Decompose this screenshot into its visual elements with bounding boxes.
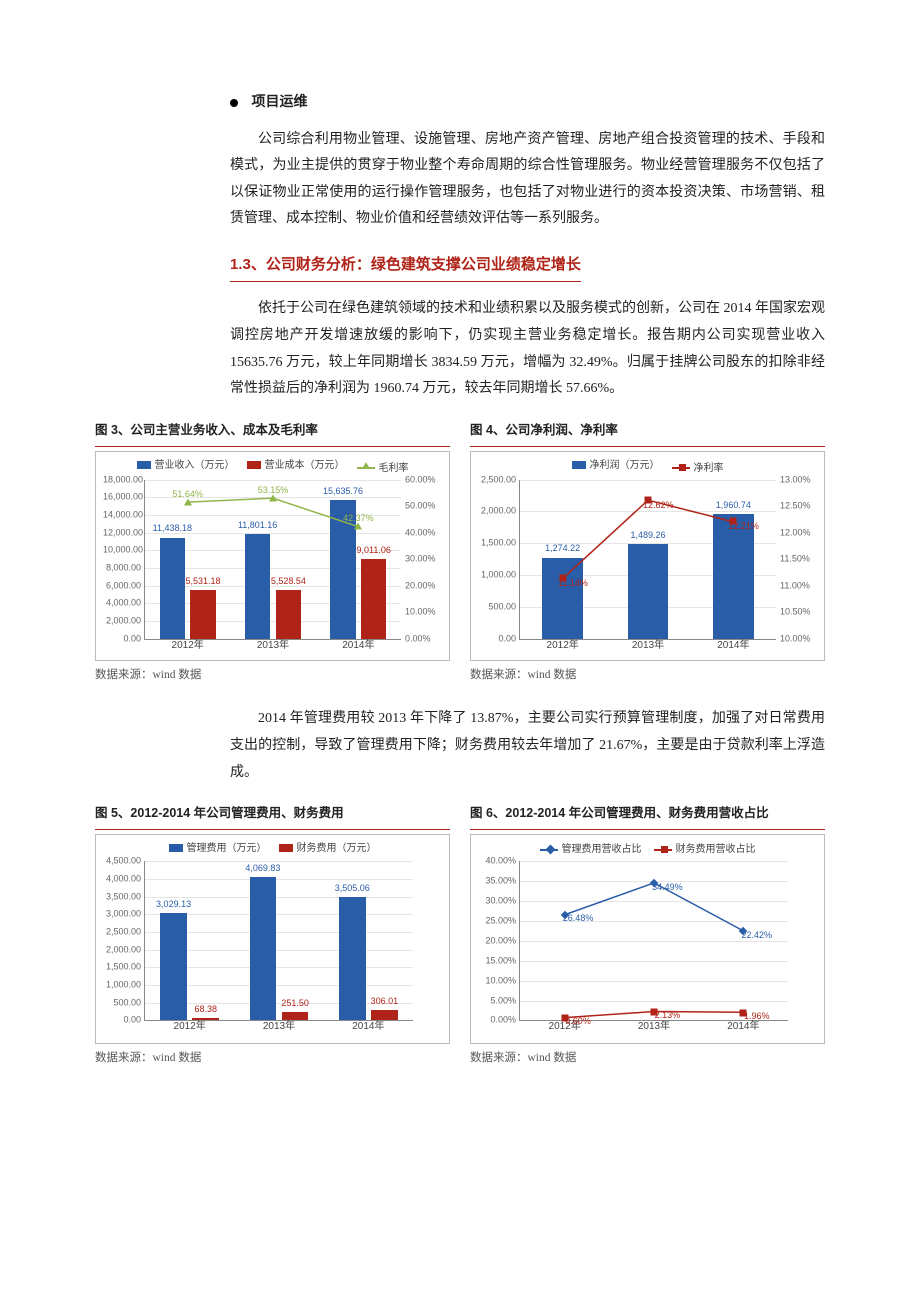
chart-4-title: 图 4、公司净利润、净利率 xyxy=(470,419,825,447)
charts-row-2: 图 5、2012-2014 年公司管理费用、财务费用 管理费用（万元）财务费用（… xyxy=(95,802,825,1070)
chart-5-col: 图 5、2012-2014 年公司管理费用、财务费用 管理费用（万元）财务费用（… xyxy=(95,802,450,1070)
section-1-3: 1.3、公司财务分析：绿色建筑支撑公司业绩稳定增长 xyxy=(95,251,825,283)
chart-3-col: 图 3、公司主营业务收入、成本及毛利率 营业收入（万元）营业成本（万元）毛利率0… xyxy=(95,419,450,687)
chart-6: 管理费用营收占比财务费用营收占比0.00%5.00%10.00%15.00%20… xyxy=(470,834,825,1044)
chart-5-title: 图 5、2012-2014 年公司管理费用、财务费用 xyxy=(95,802,450,830)
chart-4-source: 数据来源：wind 数据 xyxy=(470,665,825,687)
bullet-item-ops: 项目运维 xyxy=(230,90,825,117)
para-expense: 2014 年管理费用较 2013 年下降了 13.87%，主要公司实行预算管理制… xyxy=(95,706,825,786)
chart-4-col: 图 4、公司净利润、净利率 净利润（万元）净利率0.00500.001,000.… xyxy=(470,419,825,687)
chart-6-col: 图 6、2012-2014 年公司管理费用、财务费用营收占比 管理费用营收占比财… xyxy=(470,802,825,1070)
chart-6-source: 数据来源：wind 数据 xyxy=(470,1048,825,1070)
charts-row-1: 图 3、公司主营业务收入、成本及毛利率 营业收入（万元）营业成本（万元）毛利率0… xyxy=(95,419,825,687)
para-finance: 依托于公司在绿色建筑领域的技术和业绩积累以及服务模式的创新，公司在 2014 年… xyxy=(230,296,825,402)
bullet-icon xyxy=(230,99,238,107)
chart-4: 净利润（万元）净利率0.00500.001,000.001,500.002,00… xyxy=(470,451,825,661)
chart-5: 管理费用（万元）财务费用（万元）0.00500.001,000.001,500.… xyxy=(95,834,450,1044)
chart-6-title: 图 6、2012-2014 年公司管理费用、财务费用营收占比 xyxy=(470,802,825,830)
para-ops: 公司综合利用物业管理、设施管理、房地产资产管理、房地产组合投资管理的技术、手段和… xyxy=(230,127,825,233)
chart-3: 营业收入（万元）营业成本（万元）毛利率0.002,000.004,000.006… xyxy=(95,451,450,661)
section-1-3-title: 1.3、公司财务分析：绿色建筑支撑公司业绩稳定增长 xyxy=(230,251,581,283)
chart-3-title: 图 3、公司主营业务收入、成本及毛利率 xyxy=(95,419,450,447)
bullet-label: 项目运维 xyxy=(252,95,308,110)
chart-3-source: 数据来源：wind 数据 xyxy=(95,665,450,687)
chart-5-source: 数据来源：wind 数据 xyxy=(95,1048,450,1070)
